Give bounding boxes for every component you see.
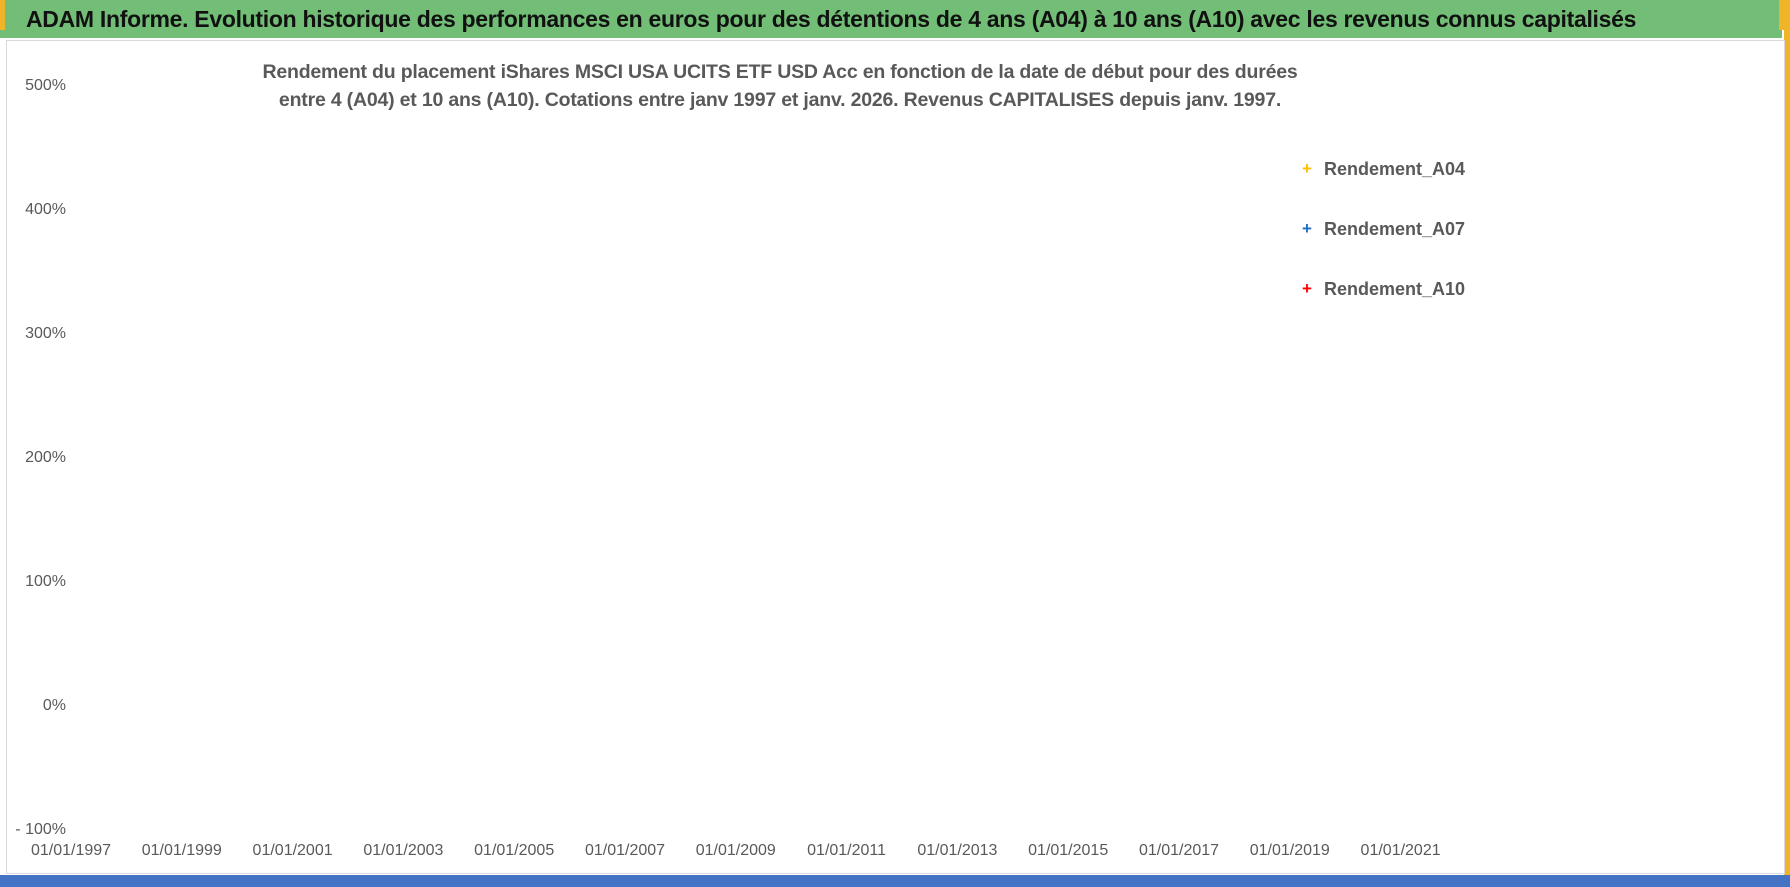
header-banner: ADAM Informe. Evolution historique des p… xyxy=(0,0,1782,38)
x-axis-label: 01/01/2001 xyxy=(252,842,333,859)
x-axis-label: 01/01/2015 xyxy=(1028,842,1109,859)
chart-frame-border xyxy=(6,40,1785,874)
x-axis-label: 01/01/2009 xyxy=(695,842,776,859)
legend-item-rendement_a07[interactable]: + Rendement_A07 xyxy=(1300,216,1465,242)
legend-label: Rendement_A10 xyxy=(1324,278,1466,299)
x-axis-label: 01/01/2011 xyxy=(807,842,887,859)
chart-title-line1: Rendement du placement iShares MSCI USA … xyxy=(262,61,1298,83)
x-axis-label: 01/01/2013 xyxy=(917,842,998,859)
y-axis-label: - 100% xyxy=(15,821,66,838)
x-axis-label: 01/01/2003 xyxy=(363,842,444,859)
y-axis-label: 100% xyxy=(25,573,66,590)
legend-marker-icon: + xyxy=(1302,159,1312,178)
x-axis-label: 01/01/1997 xyxy=(30,842,112,859)
legend-marker-icon: + xyxy=(1302,279,1312,298)
legend-item-rendement_a04[interactable]: + Rendement_A04 xyxy=(1300,156,1465,182)
y-axis-label: 0% xyxy=(42,697,66,714)
chart-title-line2: entre 4 (A04) et 10 ans (A10). Cotations… xyxy=(278,89,1282,111)
header-title: ADAM Informe. Evolution historique des p… xyxy=(26,5,1637,32)
corner-strip-left xyxy=(0,0,5,30)
chart-title: Rendement du placement iShares MSCI USA … xyxy=(180,58,1380,114)
y-axis-label: 300% xyxy=(25,325,66,342)
y-axis-label: 400% xyxy=(25,201,66,218)
x-axis-label: 01/01/2021 xyxy=(1360,842,1441,859)
legend-label: Rendement_A07 xyxy=(1324,218,1466,239)
legend-marker-icon: + xyxy=(1302,219,1312,238)
legend-label: Rendement_A04 xyxy=(1324,158,1466,179)
y-axis-label: 200% xyxy=(25,449,66,466)
bottom-row-band xyxy=(0,875,1790,887)
x-axis-label: 01/01/2017 xyxy=(1138,842,1220,859)
x-axis-label: 01/01/2005 xyxy=(474,842,555,859)
legend-item-rendement_a10[interactable]: + Rendement_A10 xyxy=(1300,276,1465,302)
x-axis-label: 01/01/1999 xyxy=(141,842,222,859)
y-axis-label: 500% xyxy=(25,77,66,94)
x-axis-label: 01/01/2007 xyxy=(584,842,666,859)
x-axis-label: 01/01/2019 xyxy=(1249,842,1330,859)
edge-strip-right xyxy=(1784,0,1790,887)
